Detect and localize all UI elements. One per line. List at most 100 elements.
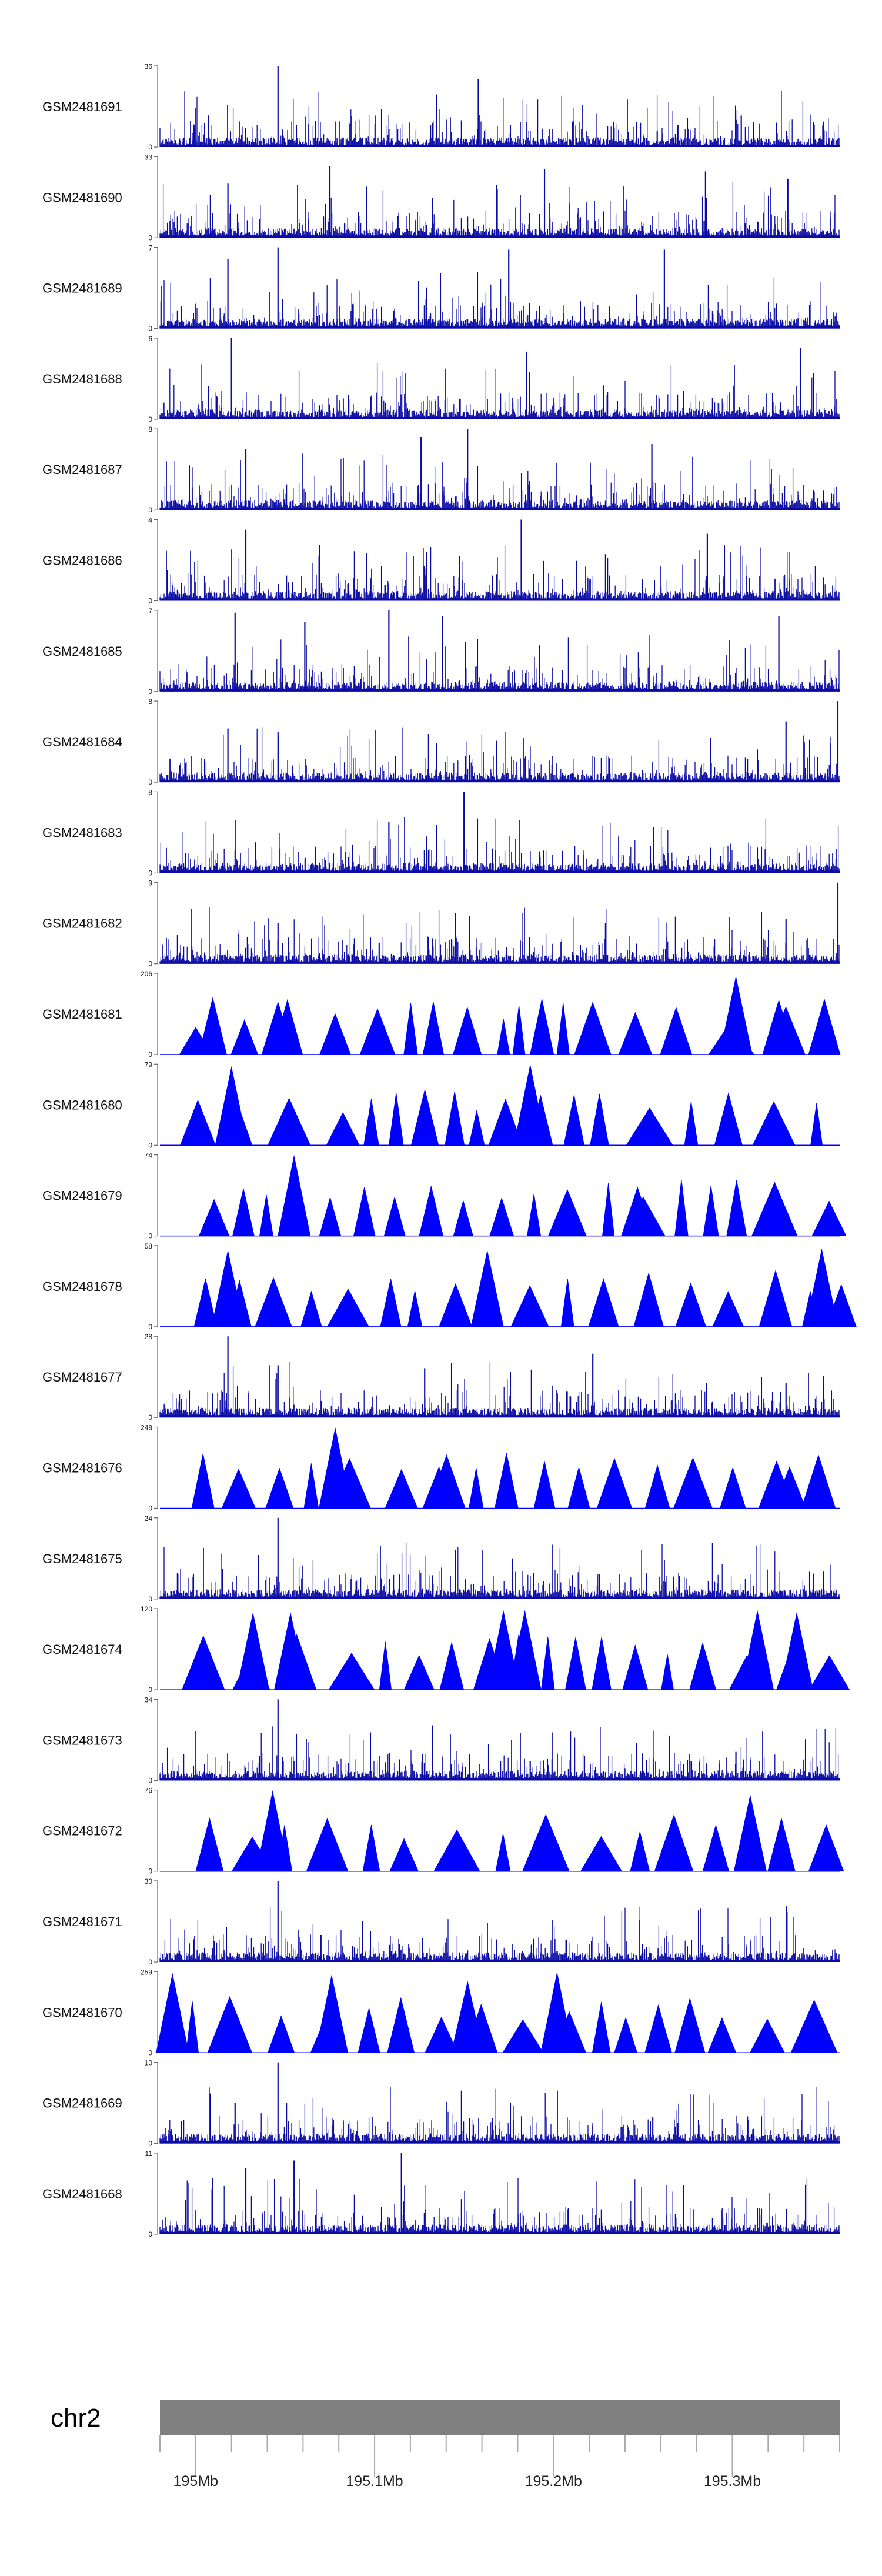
- y-min-label: 0: [148, 143, 152, 151]
- peak-1: [274, 1611, 308, 1690]
- coverage-baseline: [160, 961, 840, 964]
- y-min-label: 0: [148, 778, 152, 786]
- y-min-label: 0: [148, 2230, 152, 2238]
- y-min-label: 0: [148, 1867, 152, 1876]
- track-GSM2481683: GSM2481683 8 0: [42, 788, 840, 877]
- track-GSM2481691: GSM2481691 36 0: [42, 62, 840, 151]
- peak-0: [256, 1790, 289, 1871]
- coverage-baseline: [160, 598, 840, 601]
- y-min-label: 0: [148, 1958, 152, 1966]
- track-GSM2481675: GSM2481675 24 0: [42, 1514, 840, 1603]
- coverage-bars: [159, 362, 840, 419]
- chromosome-label: chr2: [51, 2404, 101, 2432]
- coverage-baseline: [160, 1960, 840, 1962]
- coverage-bars: [159, 1361, 840, 1418]
- track-GSM2481677: GSM2481677 28 0: [42, 1333, 840, 1422]
- track-label: GSM2481682: [42, 916, 122, 931]
- tracks-group: GSM2481691360GSM2481690330GSM248168970GS…: [42, 62, 857, 2238]
- track-GSM2481668: GSM2481668 11 0: [42, 2150, 840, 2238]
- peak-1: [733, 1794, 767, 1871]
- coverage-bars: [159, 1906, 840, 1962]
- coverage-baseline: [160, 416, 840, 419]
- y-min-label: 0: [148, 1686, 152, 1694]
- y-max-label: 8: [148, 788, 152, 796]
- track-label: GSM2481676: [42, 1461, 122, 1476]
- y-min-label: 0: [148, 325, 152, 333]
- peak-0: [805, 1248, 838, 1327]
- track-GSM2481669: GSM2481669 10 0: [42, 2059, 840, 2148]
- coverage-bars: [159, 91, 840, 147]
- track-label: GSM2481683: [42, 825, 122, 840]
- y-min-label: 0: [148, 1323, 152, 1331]
- track-label: GSM2481679: [42, 1189, 122, 1203]
- coverage-bars: [159, 2178, 840, 2234]
- track-label: GSM2481673: [42, 1733, 122, 1747]
- coverage-baseline: [160, 1596, 840, 1599]
- tick-label: 195.3Mb: [704, 2473, 761, 2490]
- y-max-label: 11: [145, 2150, 153, 2158]
- peak-3: [508, 1610, 542, 1690]
- y-min-label: 0: [148, 1504, 152, 1513]
- coverage-baseline: [160, 1778, 840, 1781]
- peak-1: [211, 1250, 245, 1327]
- y-max-label: 6: [148, 335, 152, 343]
- y-min-label: 0: [148, 960, 152, 968]
- coverage-baseline: [160, 326, 840, 329]
- coverage-bars: [159, 1543, 840, 1599]
- track-GSM2481686: GSM2481686 4 0: [42, 516, 840, 605]
- y-min-label: 0: [148, 415, 152, 423]
- track-label: GSM2481677: [42, 1370, 122, 1384]
- peak-0: [719, 976, 753, 1055]
- peak-2: [470, 1250, 504, 1327]
- peak-1: [315, 1974, 349, 2053]
- peak-4: [773, 1466, 806, 1509]
- y-min-label: 0: [148, 1595, 152, 1603]
- coverage-bars: [159, 2087, 840, 2144]
- track-GSM2481682: GSM2481682 9 0: [42, 879, 840, 968]
- coverage-bars: [159, 1725, 840, 1781]
- coverage-baseline: [160, 1415, 840, 1418]
- y-min-label: 0: [148, 1413, 152, 1422]
- track-GSM2481689: GSM2481689 7 0: [42, 244, 840, 333]
- peak-1: [621, 1186, 654, 1236]
- y-min-label: 0: [148, 233, 152, 242]
- coverage-baseline: [160, 780, 840, 783]
- track-GSM2481672: GSM2481672 76 0: [42, 1787, 844, 1876]
- y-max-label: 259: [141, 1968, 152, 1976]
- peak-3: [179, 1027, 212, 1055]
- chromosome-ideogram: [160, 2400, 840, 2435]
- y-max-label: 28: [145, 1333, 153, 1341]
- track-label: GSM2481678: [42, 1279, 122, 1294]
- coverage-bars: [159, 817, 840, 873]
- coverage-baseline: [160, 689, 840, 692]
- track-label: GSM2481691: [42, 99, 122, 114]
- track-label: GSM2481684: [42, 735, 122, 749]
- y-min-label: 0: [148, 1050, 152, 1059]
- y-max-label: 24: [145, 1514, 153, 1523]
- y-max-label: 58: [145, 1242, 153, 1250]
- peak-2: [385, 1469, 418, 1509]
- coverage-baseline: [160, 2231, 840, 2234]
- peak-1: [319, 1466, 352, 1509]
- peak-5: [780, 1611, 813, 1690]
- y-min-label: 0: [148, 1232, 152, 1240]
- coverage-bars: [159, 545, 840, 601]
- coverage-area: [160, 1089, 840, 1146]
- y-max-label: 30: [145, 1877, 153, 1886]
- y-max-label: 7: [148, 244, 152, 252]
- track-label: GSM2481681: [42, 1007, 122, 1022]
- track-label: GSM2481669: [42, 2096, 122, 2111]
- peak-2: [451, 1980, 485, 2053]
- y-max-label: 74: [145, 1152, 153, 1160]
- y-max-label: 9: [148, 879, 152, 887]
- track-GSM2481684: GSM2481684 8 0: [42, 698, 840, 786]
- track-GSM2481685: GSM2481685 7 0: [42, 607, 840, 696]
- track-GSM2481676: GSM2481676 248 0: [42, 1424, 840, 1513]
- track-label: GSM2481687: [42, 462, 122, 477]
- track-label: GSM2481668: [42, 2187, 122, 2201]
- track-label: GSM2481690: [42, 190, 122, 205]
- track-GSM2481679: GSM2481679 74 0: [42, 1152, 847, 1240]
- peak-2: [487, 1610, 520, 1690]
- coverage-bars: [159, 453, 840, 510]
- track-label: GSM2481689: [42, 281, 122, 296]
